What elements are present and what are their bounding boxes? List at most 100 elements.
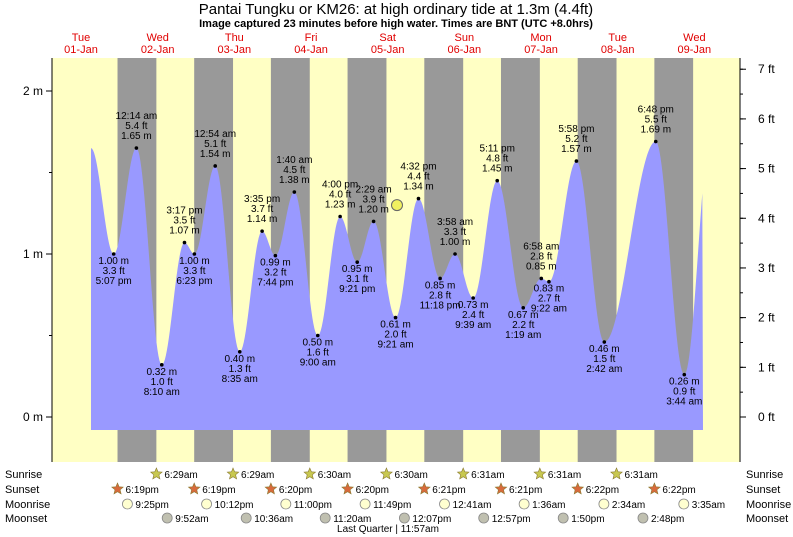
tide-label: 1.5 ft: [593, 354, 615, 365]
tide-label: 1.07 m: [169, 226, 200, 237]
day-name: Tue: [608, 32, 627, 44]
tide-label: 1.00 m: [179, 256, 210, 267]
sunset-time: 6:19pm: [126, 485, 159, 496]
moonrise-time: 2:34am: [612, 500, 645, 511]
right-tick-label: 2 ft: [758, 311, 775, 325]
right-tick-label: 5 ft: [758, 162, 775, 176]
tide-label: 1.69 m: [640, 125, 671, 136]
tide-label: 1.54 m: [200, 149, 231, 160]
moonset-time: 12:57pm: [492, 514, 531, 525]
tide-label: 1.45 m: [482, 164, 513, 175]
day-date: 06-Jan: [448, 44, 482, 56]
tide-label: 4:00 pm: [322, 180, 358, 191]
tide-label: 5:07 pm: [96, 276, 132, 287]
tide-label: 5:11 pm: [480, 144, 515, 155]
right-tick-label: 1 ft: [758, 360, 775, 374]
tide-point: [453, 252, 457, 256]
sunset-icon: [111, 482, 124, 495]
day-date: 01-Jan: [64, 44, 98, 56]
tide-label: 2.2 ft: [512, 320, 534, 331]
tide-label: 5.4 ft: [125, 121, 147, 132]
sunset-icon: [341, 482, 355, 495]
tide-label: 1:40 am: [276, 155, 312, 166]
tide-label: 4.8 ft: [486, 154, 508, 165]
moonrise-label-right: Moonrise: [746, 499, 791, 511]
sunset-time: 6:20pm: [279, 485, 312, 496]
tide-label: 12:54 am: [194, 129, 236, 140]
tide-point: [355, 260, 360, 264]
tide-point: [393, 315, 398, 320]
sunset-time: 6:22pm: [662, 485, 695, 496]
sunrise-time: 6:29am: [164, 470, 197, 481]
sunrise-time: 6:30am: [394, 470, 427, 481]
moonrise-icon: [122, 498, 133, 510]
tide-label: 1.23 m: [325, 200, 356, 211]
right-tick-label: 7 ft: [758, 62, 775, 76]
tide-label: 6:23 pm: [176, 276, 212, 287]
tide-label: 3.1 ft: [346, 274, 368, 285]
tide-label: 4:32 pm: [400, 162, 436, 173]
tide-label: 3.5 ft: [173, 216, 195, 227]
day-name: Wed: [146, 32, 168, 44]
day-name: Mon: [530, 32, 551, 44]
tide-point: [539, 276, 544, 281]
tide-label: 0.73 m: [458, 300, 489, 311]
moonrise-label-left: Moonrise: [5, 499, 50, 511]
moonrise-time: 11:49pm: [373, 500, 411, 511]
tide-point: [547, 279, 551, 284]
tide-label: 2.7 ft: [538, 294, 560, 305]
tide-label: 3.7 ft: [251, 204, 273, 215]
sunset-label-right: Sunset: [746, 484, 780, 496]
sunrise-time: 6:31am: [471, 470, 504, 481]
sunrise-icon: [533, 467, 547, 480]
tide-label: 0.99 m: [260, 258, 291, 269]
tide-point: [602, 340, 607, 344]
tide-point: [521, 305, 526, 310]
day-date: 03-Jan: [218, 44, 252, 56]
moonrise-icon: [201, 498, 212, 510]
moonset-time: 10:36am: [254, 514, 293, 525]
moonrise-icon: [280, 498, 292, 510]
tide-label: 0.32 m: [146, 367, 177, 378]
tide-label: 1.0 ft: [151, 377, 173, 388]
sunset-time: 6:21pm: [432, 485, 465, 496]
tide-label: 2.8 ft: [429, 290, 451, 301]
moonrise-time: 12:41am: [453, 500, 492, 511]
sunrise-time: 6:31am: [625, 470, 658, 481]
moonset-time: 2:48pm: [651, 514, 684, 525]
tide-label: 0.95 m: [342, 264, 373, 275]
day-name: Sat: [379, 32, 396, 44]
tide-label: 3:17 pm: [166, 206, 202, 217]
day-name: Sun: [455, 32, 475, 44]
tide-label: 9:22 am: [531, 304, 567, 315]
tide-label: 8:35 am: [222, 374, 258, 385]
axes: 0 m 1 m 2 m 0 ft 1 ft 2 ft 3 ft 4 ft 5 ft 6 ft 7 f…: [23, 58, 775, 462]
tide-label: 4.0 ft: [329, 190, 351, 201]
moonset-icon: [240, 512, 252, 524]
moonrise-icon: [359, 498, 371, 510]
tide-label: 4.4 ft: [407, 172, 429, 183]
tide-label: 9:00 am: [300, 358, 336, 369]
moonrise-time: 3:35am: [692, 500, 725, 511]
day-labels: Tue01-JanWed02-JanThu03-JanFri04-JanSat0…: [64, 32, 711, 56]
tide-label: 4.5 ft: [283, 165, 305, 176]
day-date: 02-Jan: [141, 44, 175, 56]
tide-label: 9:21 am: [377, 340, 413, 351]
sunrise-time: 6:29am: [241, 470, 274, 481]
tide-point: [134, 146, 139, 150]
tide-label: 3.3 ft: [103, 266, 125, 277]
tide-point: [416, 196, 421, 201]
sunset-time: 6:22pm: [586, 485, 619, 496]
day-name: Wed: [683, 32, 705, 44]
day-date: 05-Jan: [371, 44, 405, 56]
sunrise-icon: [610, 467, 623, 480]
tide-label: 2.8 ft: [530, 251, 552, 262]
tide-point: [260, 229, 264, 233]
moonrise-icon: [518, 498, 530, 510]
tide-label: 0.83 m: [534, 284, 565, 295]
sunrise-label-right: Sunrise: [746, 469, 783, 481]
day-date: 09-Jan: [678, 44, 712, 56]
tide-point: [682, 372, 687, 377]
tide-point: [237, 350, 242, 354]
day-date: 07-Jan: [524, 44, 558, 56]
